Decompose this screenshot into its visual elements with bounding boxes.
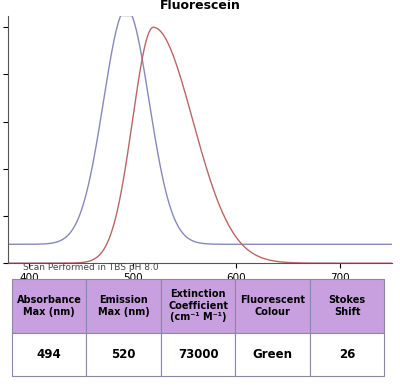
Excitation xyxy=(184,234,188,239)
Emission xyxy=(177,71,182,75)
Text: Scan Performed in TBS pH 8.0: Scan Performed in TBS pH 8.0 xyxy=(23,263,159,272)
Line: Emission: Emission xyxy=(8,27,392,263)
Excitation xyxy=(35,242,40,246)
Emission xyxy=(390,261,394,265)
Emission xyxy=(184,94,188,99)
Excitation xyxy=(51,241,56,245)
Excitation xyxy=(326,242,331,247)
Emission xyxy=(224,219,229,224)
Excitation xyxy=(177,226,182,230)
Excitation xyxy=(118,13,123,18)
Excitation xyxy=(169,208,174,212)
Excitation xyxy=(390,242,394,247)
Emission xyxy=(6,261,10,265)
Emission xyxy=(169,48,174,53)
Emission xyxy=(151,25,156,29)
Excitation xyxy=(6,242,10,247)
Emission xyxy=(51,261,56,265)
Emission xyxy=(35,261,40,265)
X-axis label: Wavelength (nm): Wavelength (nm) xyxy=(143,288,257,301)
Excitation xyxy=(224,242,229,247)
Line: Excitation: Excitation xyxy=(8,16,392,244)
Title: Excitation and Emission Scan
of Lightning-Link Rapid
Fluorescein: Excitation and Emission Scan of Lightnin… xyxy=(98,0,302,12)
